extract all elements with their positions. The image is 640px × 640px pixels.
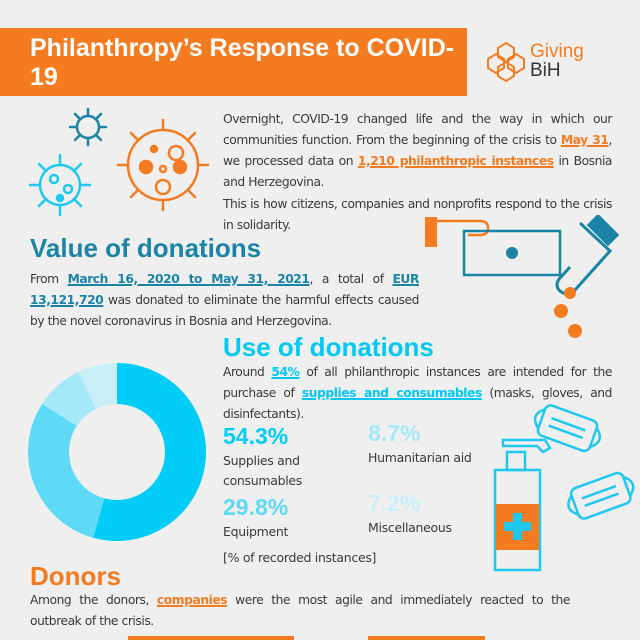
donation-hand-icon [425,215,620,338]
stat-equipment-value: 29.8% [223,494,289,520]
donors-text: Among the donors, [30,593,157,607]
highlight-instances: 1,210 philanthropic instances [357,154,554,168]
virus-illustration-icon [28,107,210,217]
intro-paragraph-2: This is how citizens, companies and nonp… [223,197,612,232]
highlight-percent: 54% [271,365,300,379]
highlight-period: March 16, 2020 to May 31, 2021 [67,272,310,286]
stat-misc-label: Miscellaneous [368,520,452,535]
donors-bar-2 [368,636,485,640]
value-text: , a total of [309,272,393,286]
logo-line1: Giving [530,41,584,62]
highlight-companies: companies [156,593,228,607]
highlight-date: May 31 [560,133,609,147]
use-paragraph: Around 54% of all philanthropic instance… [223,362,612,425]
chart-note: [% of recorded instances] [223,550,377,565]
highlight-total: EUR 13,121,720 [30,272,419,307]
stat-humanitarian-label: Humanitarian aid [368,450,472,465]
giving-bih-logo-icon [487,41,525,83]
value-text: From [30,272,68,286]
stat-supplies-value: 54.3% [223,423,289,449]
intro-paragraph: Overnight, COVID-19 changed life and the… [223,109,612,193]
intro-text: Overnight, COVID-19 changed life and the… [223,112,612,147]
value-heading: Value of donations [30,233,262,263]
value-paragraph: From March 16, 2020 to May 31, 2021, a t… [30,269,419,332]
donors-paragraph: Among the donors, companies were the mos… [30,590,570,632]
donut-slice-humanitarian-aid [42,371,97,427]
stat-supplies-label: Supplies and consumables [223,453,303,488]
logo-text: Giving BiH [530,42,584,80]
use-text: of all philanthropic instances are inten… [223,365,612,400]
page-title: Philanthropy’s Response to COVID-19 [30,34,455,91]
stat-misc-value: 7.2% [368,490,421,516]
value-text: was donated to eliminate the harmful eff… [30,293,419,328]
intro-text: in Bosnia and Herzegovina. [223,154,613,189]
donors-bar-1 [128,636,294,640]
use-heading: Use of donations [223,332,434,362]
donut-chart [27,363,207,541]
donut-slice-equipment [27,403,105,538]
use-text: Around [223,365,272,379]
donut-slice-supplies-and-consumables [93,363,207,541]
intro-text: , we processed data on [223,133,612,168]
highlight-supplies: supplies and consumables [301,386,482,400]
sanitizer-masks-icon [493,404,635,572]
title-banner [0,28,467,96]
logo-line2: BiH [530,60,561,81]
stat-humanitarian-value: 8.7% [368,420,421,446]
donors-text: were the most agile and immediately reac… [30,593,570,628]
donut-slice-miscellaneous [78,363,117,409]
stat-equipment-label: Equipment [223,524,289,539]
use-text: (masks, gloves, and disinfectants). [223,386,613,421]
donors-heading: Donors [30,561,121,591]
